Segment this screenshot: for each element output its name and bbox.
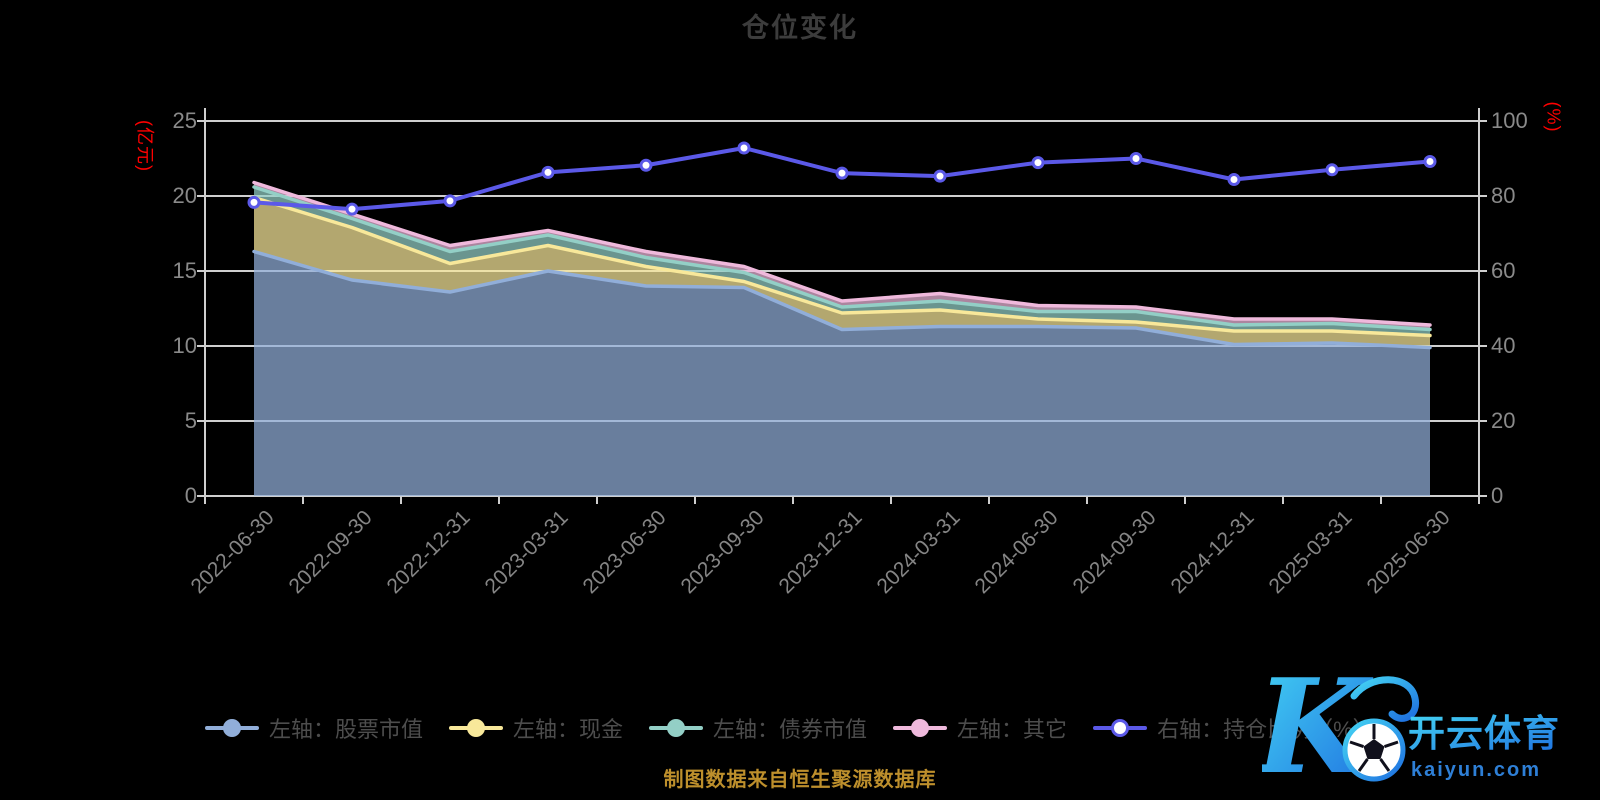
legend-marker-ratio xyxy=(1093,718,1148,738)
legend-item-other[interactable]: 左轴：其它 xyxy=(893,712,1067,744)
right-axis-tick-label: 100 xyxy=(1491,108,1528,133)
soccer-ball-icon xyxy=(1342,718,1406,782)
left-axis-tick-label: 20 xyxy=(172,183,197,208)
right-axis-tick-label: 40 xyxy=(1491,333,1516,358)
legend-label-bond: 左轴：债券市值 xyxy=(713,717,868,742)
left-axis-tick-label: 0 xyxy=(184,483,197,508)
legend-label-other: 左轴：其它 xyxy=(957,717,1068,742)
data-point-marker xyxy=(1129,152,1143,165)
right-axis-tick-label: 60 xyxy=(1491,258,1516,283)
data-point-marker xyxy=(933,169,947,183)
legend-item-cash[interactable]: 左轴：现金 xyxy=(449,712,623,744)
legend-item-stock[interactable]: 左轴：股票市值 xyxy=(205,712,423,744)
area-edge-other xyxy=(252,180,1432,327)
data-point-marker xyxy=(1031,156,1045,170)
left-axis-tick-label: 5 xyxy=(184,408,197,433)
right-axis-tick-label: 80 xyxy=(1491,183,1516,208)
area-edge-bond xyxy=(252,185,1432,332)
area-edge-stock xyxy=(252,249,1432,350)
left-axis-tick-label: 15 xyxy=(172,258,197,283)
area-series-stock xyxy=(254,251,1430,496)
data-point-marker xyxy=(345,202,359,216)
legend-item-ratio[interactable]: 右轴：持仓比例（%） xyxy=(1093,712,1375,744)
watermark-swirl xyxy=(1350,676,1420,722)
left-axis-tick-label: 10 xyxy=(172,333,197,358)
legend-item-bond[interactable]: 左轴：债券市值 xyxy=(649,712,867,744)
data-point-marker xyxy=(1423,155,1437,168)
legend: 左轴：股票市值 左轴：现金 左轴：债券市值 左轴：其它 右轴：持仓比例（%） xyxy=(205,712,1375,744)
right-axis-tick-label: 20 xyxy=(1491,408,1516,433)
data-point-marker xyxy=(1325,163,1339,177)
left-axis-tick-label: 25 xyxy=(172,108,197,133)
data-point-marker xyxy=(541,165,555,179)
right-axis-tick-label: 0 xyxy=(1491,483,1504,508)
legend-label-stock: 左轴：股票市值 xyxy=(269,717,424,742)
legend-label-cash: 左轴：现金 xyxy=(513,717,624,742)
legend-marker-cash xyxy=(449,718,504,738)
data-point-marker xyxy=(737,141,751,155)
legend-marker-stock xyxy=(205,718,259,738)
right-axis-unit-label: (%) xyxy=(1543,101,1564,133)
watermark-domain-text: kaiyun.com xyxy=(1411,759,1541,781)
data-point-marker xyxy=(443,194,457,208)
data-point-marker xyxy=(835,166,849,180)
legend-marker-bond xyxy=(649,718,704,738)
left-axis-unit-label: (亿元) xyxy=(135,120,155,172)
area-edge-cash xyxy=(252,195,1432,338)
data-point-marker xyxy=(247,195,261,209)
legend-label-ratio: 右轴：持仓比例（%） xyxy=(1157,717,1375,742)
data-point-marker xyxy=(639,158,653,172)
data-source-caption: 制图数据来自恒生聚源数据库 xyxy=(663,769,937,791)
watermark: K 开云体育 kaiyun.com xyxy=(1262,666,1560,792)
data-point-marker xyxy=(1227,173,1241,186)
legend-marker-other xyxy=(893,718,948,738)
page-title: 仓位变化 xyxy=(742,13,858,43)
watermark-brand-text: 开云体育 xyxy=(1408,713,1560,754)
